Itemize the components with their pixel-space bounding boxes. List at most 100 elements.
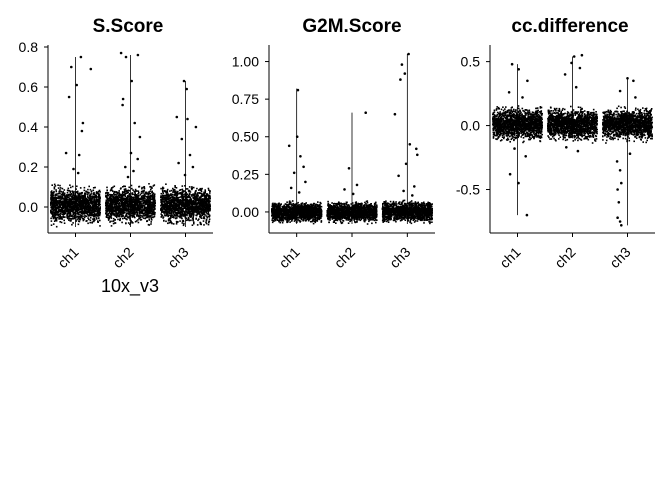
- data-point: [206, 204, 209, 207]
- data-point: [90, 191, 93, 193]
- data-point: [54, 212, 57, 214]
- data-point: [125, 215, 127, 218]
- data-point: [108, 203, 111, 205]
- data-point: [149, 204, 152, 207]
- data-point: [136, 212, 138, 214]
- data-point: [142, 203, 144, 205]
- data-point: [68, 189, 71, 192]
- data-point: [71, 198, 74, 201]
- data-point: [129, 202, 131, 204]
- data-point: [124, 190, 127, 192]
- data-point: [175, 194, 177, 196]
- y-tick-label: 0.25: [232, 166, 259, 182]
- data-point: [68, 219, 70, 221]
- data-point: [208, 216, 210, 218]
- data-point: [110, 195, 112, 197]
- data-point: [58, 203, 61, 206]
- data-point: [197, 219, 199, 222]
- data-point: [203, 209, 206, 211]
- data-point: [169, 204, 171, 207]
- data-point: [134, 196, 137, 198]
- data-point: [95, 194, 97, 197]
- data-point: [162, 187, 165, 189]
- data-point: [148, 191, 150, 193]
- data-point: [97, 205, 99, 208]
- data-point: [66, 202, 69, 205]
- data-point: [135, 190, 137, 192]
- data-point: [164, 203, 166, 205]
- data-point: [93, 212, 96, 215]
- data-point: [84, 211, 86, 213]
- data-point: [172, 205, 175, 207]
- data-point: [62, 203, 64, 206]
- data-point: [291, 203, 293, 206]
- data-point: [134, 192, 136, 194]
- data-point: [170, 213, 172, 216]
- data-point: [182, 213, 185, 216]
- data-point: [190, 207, 193, 210]
- data-point: [61, 195, 64, 198]
- data-point: [91, 209, 94, 212]
- data-point: [73, 211, 76, 214]
- data-point: [53, 202, 55, 204]
- data-point: [90, 193, 92, 195]
- data-point: [174, 190, 176, 193]
- data-point: [165, 213, 168, 216]
- data-point: [166, 190, 168, 193]
- data-point: [131, 206, 134, 208]
- data-point: [143, 212, 145, 215]
- data-point: [78, 218, 80, 220]
- data-point: [55, 214, 58, 216]
- data-point: [168, 209, 171, 212]
- outlier-point: [136, 53, 140, 57]
- data-point: [114, 206, 117, 208]
- data-point: [190, 219, 192, 222]
- data-point: [165, 210, 168, 212]
- data-point: [50, 191, 52, 193]
- data-point: [86, 199, 88, 201]
- data-point: [209, 204, 211, 207]
- data-point: [187, 190, 190, 192]
- data-point: [165, 214, 168, 217]
- data-point: [65, 210, 68, 213]
- data-point: [197, 207, 199, 210]
- data-point: [67, 209, 70, 212]
- data-point: [61, 211, 64, 214]
- data-point: [74, 208, 76, 211]
- data-point: [137, 190, 140, 192]
- data-point: [90, 214, 92, 217]
- data-point: [126, 198, 128, 201]
- data-point: [181, 194, 183, 196]
- data-point: [84, 196, 86, 198]
- data-point: [105, 205, 108, 207]
- data-point: [121, 195, 123, 197]
- data-point: [50, 220, 53, 222]
- data-point: [58, 199, 61, 202]
- data-point: [208, 194, 210, 197]
- data-point: [150, 206, 152, 208]
- data-point: [122, 195, 124, 198]
- data-point: [320, 221, 323, 223]
- data-point: [168, 211, 170, 214]
- data-point: [172, 201, 174, 203]
- data-point: [122, 194, 124, 196]
- data-point: [182, 224, 185, 227]
- data-point: [78, 220, 81, 223]
- data-point: [208, 204, 210, 206]
- data-point: [121, 217, 124, 220]
- data-point: [203, 194, 205, 196]
- data-point: [95, 201, 98, 204]
- data-point: [73, 214, 76, 217]
- data-point: [144, 202, 146, 204]
- data-point: [92, 215, 95, 218]
- data-point: [132, 198, 135, 200]
- data-point: [160, 195, 163, 197]
- data-point: [183, 222, 185, 225]
- data-point: [113, 185, 116, 188]
- data-point: [127, 212, 129, 215]
- data-point: [72, 222, 74, 224]
- data-point: [87, 202, 89, 205]
- data-point: [67, 196, 69, 198]
- data-point: [128, 202, 130, 205]
- data-point: [64, 206, 66, 208]
